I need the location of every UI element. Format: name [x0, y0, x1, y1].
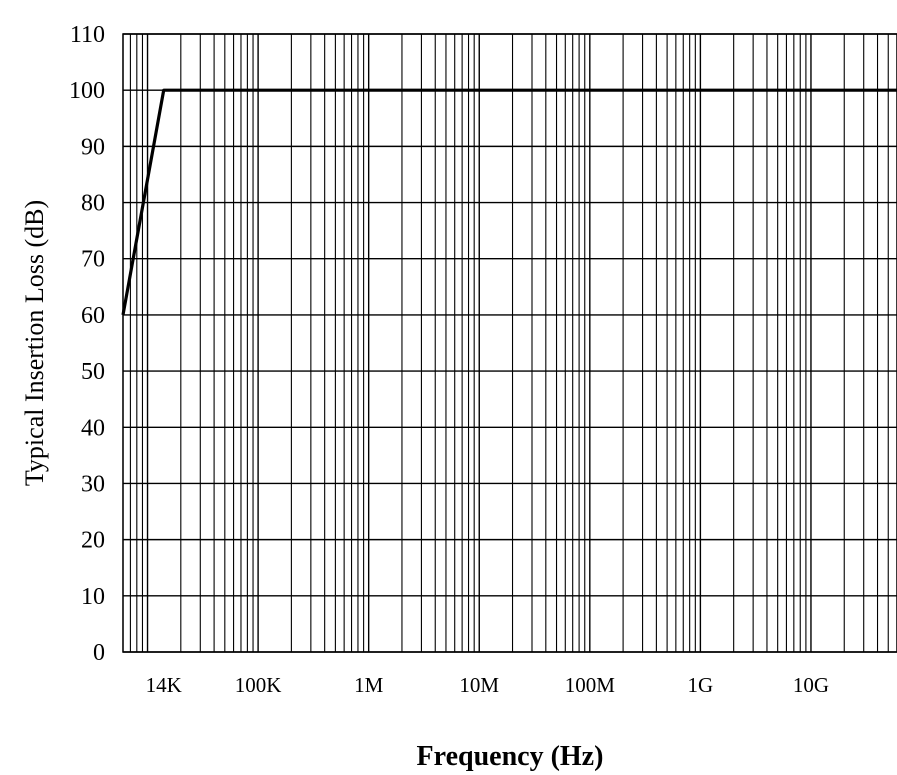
y-axis-title: Typical Insertion Loss (dB)	[20, 200, 49, 486]
plot-frame	[122, 33, 897, 653]
y-tick-label: 80	[81, 191, 105, 217]
y-tick-label: 90	[81, 134, 105, 160]
x-tick-label: 10M	[459, 673, 499, 697]
grid	[122, 33, 897, 653]
y-tick-label: 70	[81, 247, 105, 273]
x-tick-labels: 14K 100K 1M 10M 100M 1G 10G	[146, 673, 829, 697]
series-layer	[121, 88, 897, 316]
series-line	[121, 88, 897, 316]
y-tick-label: 100	[69, 78, 105, 104]
x-tick-label: 100K	[235, 673, 282, 697]
x-tick-label: 14K	[146, 673, 182, 697]
y-tick-label: 10	[81, 584, 105, 610]
y-tick-label: 110	[70, 22, 105, 48]
y-tick-label: 30	[81, 471, 105, 497]
y-tick-label: 20	[81, 528, 105, 554]
y-tick-label: 50	[81, 359, 105, 385]
y-tick-labels: 0 10 20 30 40 50 60 70 80 90 100 110	[69, 22, 105, 666]
y-tick-label: 60	[81, 303, 105, 329]
x-axis-title: Frequency (Hz)	[417, 741, 604, 772]
x-tick-label: 100M	[565, 673, 616, 697]
y-tick-label: 0	[93, 640, 105, 666]
x-tick-label: 10G	[793, 673, 829, 697]
x-tick-label: 1G	[688, 673, 714, 697]
y-tick-label: 40	[81, 415, 105, 441]
x-tick-label: 1M	[354, 673, 384, 697]
